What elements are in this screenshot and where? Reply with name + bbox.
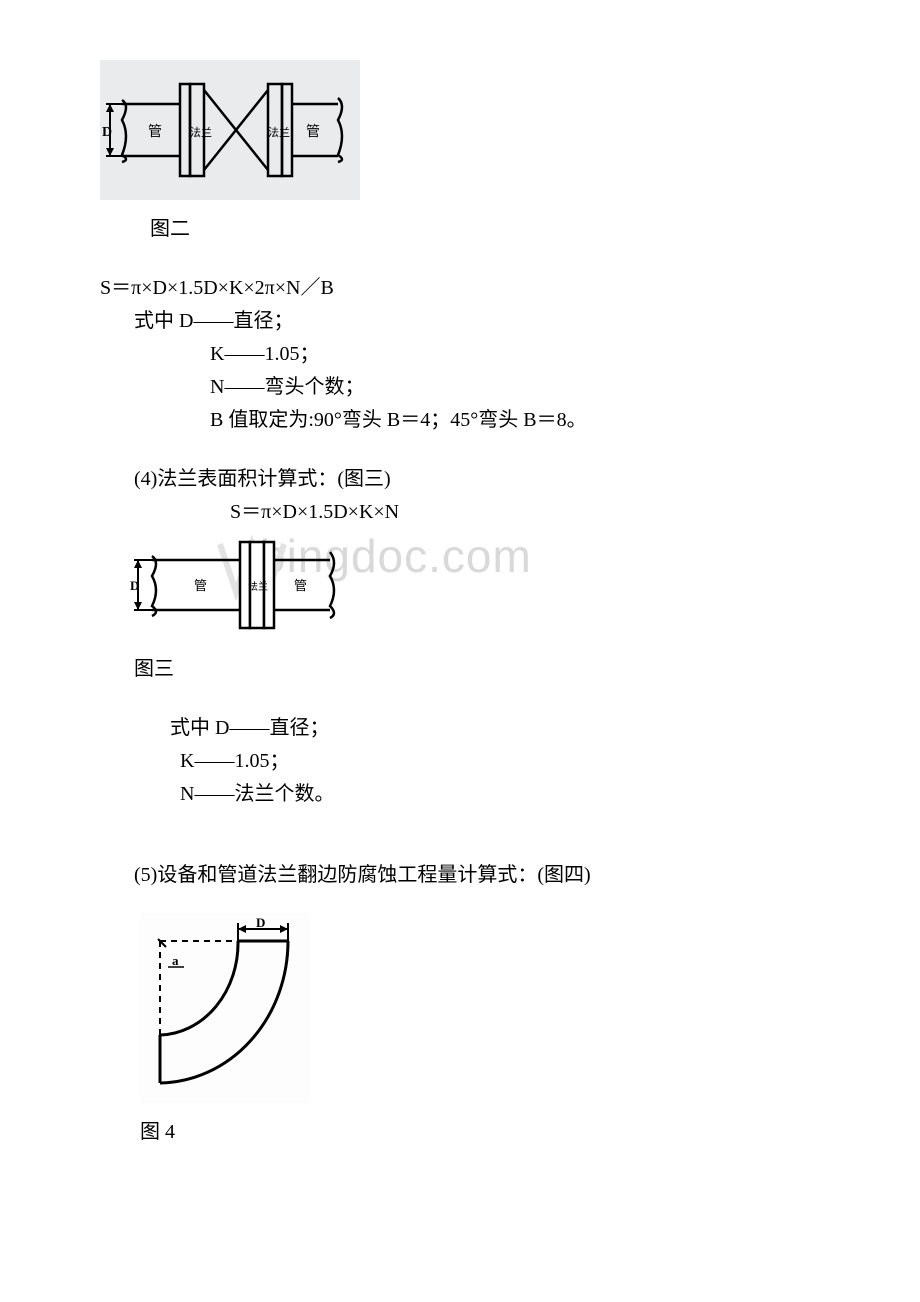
svg-text:法兰: 法兰: [190, 125, 212, 139]
elbow-desc-n: N——弯头个数；: [210, 370, 830, 399]
svg-text:管: 管: [306, 124, 320, 140]
svg-text:D: D: [130, 578, 139, 593]
flange-desc-n: N——法兰个数。: [180, 777, 830, 806]
svg-text:D: D: [256, 915, 265, 930]
figure-3: bingdoc.com D 管: [130, 530, 830, 640]
elbow-desc-k: K——1.05；: [210, 337, 830, 366]
svg-text:管: 管: [194, 578, 207, 593]
figure-2-svg: D 管 法兰 法兰 管: [100, 60, 360, 200]
figure-4-svg: D a: [140, 913, 310, 1103]
figure-4-caption: 图 4: [140, 1115, 830, 1144]
svg-text:法兰: 法兰: [268, 125, 290, 139]
section-4-title: (4)法兰表面积计算式：(图三): [134, 462, 830, 491]
svg-text:a: a: [172, 953, 179, 968]
svg-text:管: 管: [294, 578, 307, 593]
flange-desc-d: 式中 D——直径；: [170, 711, 830, 740]
elbow-desc-b: B 值取定为:90°弯头 B＝4；45°弯头 B＝8。: [210, 403, 830, 432]
section-4-formula: S＝π×D×1.5D×K×N: [230, 495, 830, 524]
svg-text:法兰: 法兰: [248, 580, 268, 593]
elbow-formula: S＝π×D×1.5D×K×2π×N／B: [100, 271, 830, 300]
figure-4: D a: [140, 913, 830, 1103]
section-5-title: (5)设备和管道法兰翻边防腐蚀工程量计算式：(图四): [134, 858, 830, 887]
svg-text:管: 管: [148, 124, 162, 140]
flange-desc-k: K——1.05；: [180, 744, 830, 773]
figure-3-svg: bingdoc.com D 管: [130, 530, 790, 640]
figure-2: D 管 法兰 法兰 管: [100, 60, 830, 200]
figure-3-caption: 图三: [134, 652, 830, 681]
svg-text:D: D: [102, 125, 112, 140]
elbow-desc-d: 式中 D——直径；: [134, 304, 830, 333]
figure-2-caption: 图二: [150, 212, 830, 241]
